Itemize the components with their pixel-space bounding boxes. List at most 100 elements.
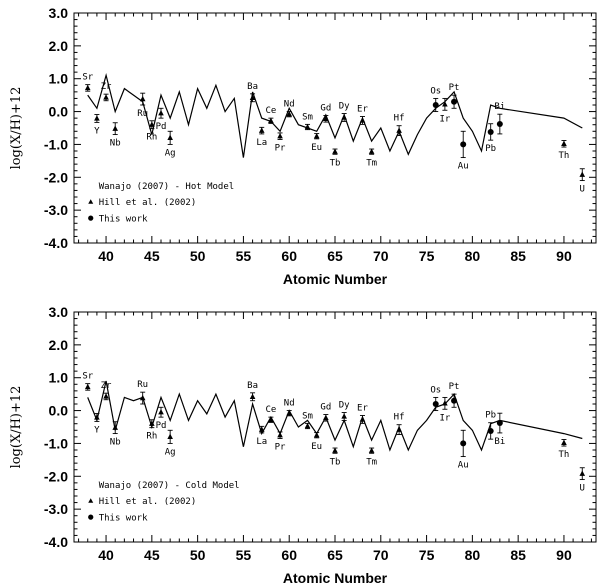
element-label: Tb — [330, 158, 341, 168]
element-label: Os — [430, 385, 441, 395]
y-tick-label: -3.0 — [44, 501, 68, 517]
element-label: Os — [430, 86, 441, 96]
chart-panel-2: 3.0 2.0 1.0 0.0 -1.0 -2.0 -3.0 -4.0 40 45 50 55 60 65… — [9, 304, 597, 586]
y-tick-label: 2.0 — [49, 337, 69, 353]
y-tick-label: 1.0 — [49, 71, 69, 87]
element-label: Bi — [494, 437, 505, 447]
y-tick-label: -1.0 — [44, 136, 68, 152]
data-point-triangle — [277, 133, 283, 139]
element-label: Pb — [485, 411, 496, 421]
element-label: Ru — [137, 380, 148, 390]
series-this-work: Os Pt Au Pb Bi — [430, 83, 505, 171]
legend: Wanajo (2007) - Hot Model Hill et al. (20… — [88, 182, 234, 225]
data-point-triangle — [332, 148, 338, 154]
y-tick-label: 3.0 — [49, 5, 69, 21]
element-label: U — [580, 484, 585, 494]
element-label: Nb — [110, 139, 121, 149]
x-tick-label: 70 — [373, 547, 389, 563]
y-tick-label: 3.0 — [49, 304, 69, 320]
chart-panel-1: 3.0 2.0 1.0 0.0 -1.0 -2.0 -3.0 -4.0 40 45 50 55 60 65… — [9, 5, 597, 287]
element-label: Th — [559, 450, 570, 460]
element-label: Ce — [265, 405, 276, 415]
element-label: Eu — [311, 442, 322, 452]
x-tick-label: 50 — [190, 248, 206, 264]
element-label: Rh — [146, 432, 157, 442]
x-tick-label: 40 — [98, 547, 114, 563]
x-tick-label: 70 — [373, 248, 389, 264]
data-point-triangle — [341, 114, 347, 120]
x-axis-label: Atomic Number — [283, 570, 388, 586]
element-label: Ba — [247, 381, 258, 391]
data-point-triangle — [112, 424, 119, 430]
plot-frame — [73, 12, 597, 244]
legend-entry-hill: Hill et al. (2002) — [99, 497, 197, 507]
x-tick-label: 80 — [465, 547, 481, 563]
data-point-triangle — [139, 394, 146, 401]
data-point-triangle — [396, 426, 402, 432]
data-point-triangle — [442, 400, 448, 406]
x-tick-label: 90 — [556, 248, 572, 264]
data-point-triangle — [368, 447, 375, 453]
data-point-triangle — [368, 148, 375, 154]
y-tick-label: 0.0 — [49, 403, 69, 419]
element-label: Hf — [394, 114, 405, 124]
element-label: Pd — [156, 122, 167, 132]
data-point-circle — [460, 141, 467, 148]
data-point-triangle — [286, 111, 293, 117]
element-label: Hf — [394, 413, 405, 423]
data-point-triangle — [579, 470, 586, 476]
element-label: Pt — [449, 83, 460, 93]
element-label: Sr — [82, 372, 93, 382]
y-tick-label: 0.0 — [49, 104, 69, 120]
series-this-work: Os Pt Au Pb Bi — [430, 382, 505, 470]
data-point-circle — [487, 128, 494, 135]
x-tick-label: 85 — [510, 248, 526, 264]
data-point-triangle — [304, 123, 311, 130]
y-tick-label: -2.0 — [44, 468, 68, 484]
data-point-triangle — [112, 125, 119, 131]
element-label: Ba — [247, 82, 258, 92]
element-label: Nb — [110, 438, 121, 448]
element-label: Th — [559, 151, 570, 161]
y-axis-label: log(X/H)+12 — [9, 87, 24, 170]
data-point-triangle — [103, 393, 109, 399]
data-point-triangle — [167, 433, 173, 440]
data-point-triangle — [561, 140, 567, 146]
legend-entry-hill: Hill et al. (2002) — [99, 198, 197, 208]
x-tick-label: 65 — [327, 248, 343, 264]
data-point-circle — [451, 98, 458, 105]
y-axis-label: log(X/H)+12 — [9, 386, 24, 469]
element-label: Ce — [265, 106, 276, 116]
x-tick-label: 60 — [281, 547, 297, 563]
element-label: Eu — [311, 143, 322, 153]
data-point-triangle — [561, 439, 567, 445]
data-point-circle — [496, 420, 503, 427]
element-label: Pr — [275, 443, 286, 453]
element-label: Er — [357, 105, 368, 115]
y-tick-label: -4.0 — [44, 534, 68, 550]
element-label: Er — [357, 404, 368, 414]
x-tick-label: 85 — [510, 547, 526, 563]
element-label: Tm — [366, 158, 377, 168]
element-label: Pr — [275, 144, 286, 154]
element-label: Sm — [302, 112, 313, 122]
y-tick-label: -1.0 — [44, 435, 68, 451]
element-label: Sr — [82, 73, 93, 83]
x-tick-label: 75 — [419, 248, 435, 264]
legend-circle-marker — [88, 514, 94, 520]
element-label: Zr — [101, 381, 112, 391]
element-label: Y — [94, 425, 100, 435]
data-point-triangle — [94, 414, 100, 420]
element-label: Bi — [494, 102, 505, 112]
data-point-triangle — [313, 133, 320, 139]
data-point-triangle — [139, 95, 146, 102]
element-label: Dy — [339, 401, 350, 411]
data-point-triangle — [258, 426, 265, 432]
data-point-triangle — [396, 127, 402, 133]
data-point-circle — [451, 397, 458, 404]
x-tick-label: 80 — [465, 248, 481, 264]
data-point-triangle — [149, 420, 155, 426]
x-axis-label: Atomic Number — [283, 271, 388, 287]
